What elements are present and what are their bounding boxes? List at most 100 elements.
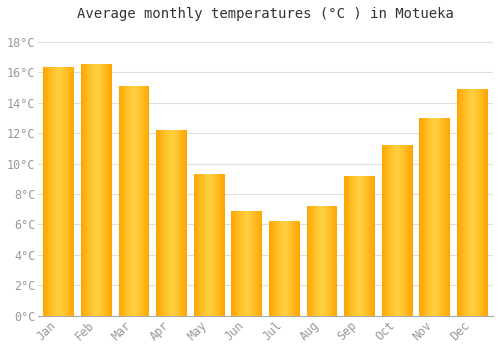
Bar (466, 89, 467, 316)
Bar (173, 130, 174, 316)
Bar (243, 211, 244, 316)
Bar (52, 68, 54, 316)
Bar (212, 174, 213, 316)
Bar (462, 89, 463, 316)
Bar (315, 206, 316, 316)
Bar (194, 174, 196, 316)
Bar (69, 68, 70, 316)
Bar (237, 211, 238, 316)
Bar (164, 130, 166, 316)
Bar (49, 68, 50, 316)
Bar (369, 176, 370, 316)
Bar (217, 174, 218, 316)
Bar (64, 68, 65, 316)
Bar (311, 206, 312, 316)
Bar (211, 174, 212, 316)
Bar (244, 211, 246, 316)
Bar (102, 64, 104, 316)
Bar (148, 86, 150, 316)
Bar (100, 64, 101, 316)
Bar (482, 89, 483, 316)
Bar (202, 174, 203, 316)
Bar (98, 64, 99, 316)
Bar (88, 64, 89, 316)
Bar (308, 206, 309, 316)
Bar (288, 222, 289, 316)
Bar (99, 64, 100, 316)
Bar (344, 176, 345, 316)
Bar (298, 222, 299, 316)
Bar (430, 118, 431, 316)
Bar (484, 89, 486, 316)
Bar (90, 64, 91, 316)
Bar (472, 89, 473, 316)
Bar (253, 211, 254, 316)
Bar (180, 130, 181, 316)
Bar (388, 145, 390, 316)
Bar (365, 176, 366, 316)
Bar (366, 176, 368, 316)
Bar (336, 206, 338, 316)
Bar (426, 118, 427, 316)
Bar (435, 118, 436, 316)
Bar (62, 68, 64, 316)
Bar (269, 222, 270, 316)
Bar (104, 64, 105, 316)
Bar (293, 222, 294, 316)
Bar (457, 89, 458, 316)
Bar (371, 176, 372, 316)
Bar (278, 222, 279, 316)
Bar (135, 86, 136, 316)
Bar (486, 89, 487, 316)
Bar (240, 211, 242, 316)
Bar (221, 174, 222, 316)
Bar (96, 64, 98, 316)
Bar (463, 89, 464, 316)
Bar (168, 130, 170, 316)
Bar (352, 176, 354, 316)
Bar (144, 86, 145, 316)
Bar (138, 86, 140, 316)
Bar (286, 222, 288, 316)
Bar (131, 86, 132, 316)
Bar (254, 211, 256, 316)
Bar (474, 89, 476, 316)
Bar (238, 211, 239, 316)
Bar (356, 176, 358, 316)
Bar (210, 174, 211, 316)
Bar (295, 222, 296, 316)
Bar (89, 64, 90, 316)
Bar (44, 68, 45, 316)
Bar (397, 145, 398, 316)
Bar (447, 118, 448, 316)
Bar (200, 174, 201, 316)
Bar (160, 130, 161, 316)
Bar (405, 145, 406, 316)
Bar (384, 145, 385, 316)
Bar (196, 174, 197, 316)
Bar (270, 222, 272, 316)
Bar (322, 206, 323, 316)
Bar (477, 89, 478, 316)
Bar (370, 176, 371, 316)
Bar (280, 222, 281, 316)
Bar (199, 174, 200, 316)
Bar (483, 89, 484, 316)
Bar (111, 64, 112, 316)
Bar (87, 64, 88, 316)
Bar (207, 174, 208, 316)
Bar (386, 145, 387, 316)
Bar (299, 222, 300, 316)
Bar (344, 176, 345, 316)
Bar (306, 206, 308, 316)
Bar (471, 89, 472, 316)
Bar (134, 86, 135, 316)
Bar (167, 130, 168, 316)
Bar (176, 130, 177, 316)
Bar (186, 130, 187, 316)
Bar (59, 68, 60, 316)
Bar (145, 86, 146, 316)
Bar (258, 211, 259, 316)
Bar (487, 89, 488, 316)
Bar (345, 176, 346, 316)
